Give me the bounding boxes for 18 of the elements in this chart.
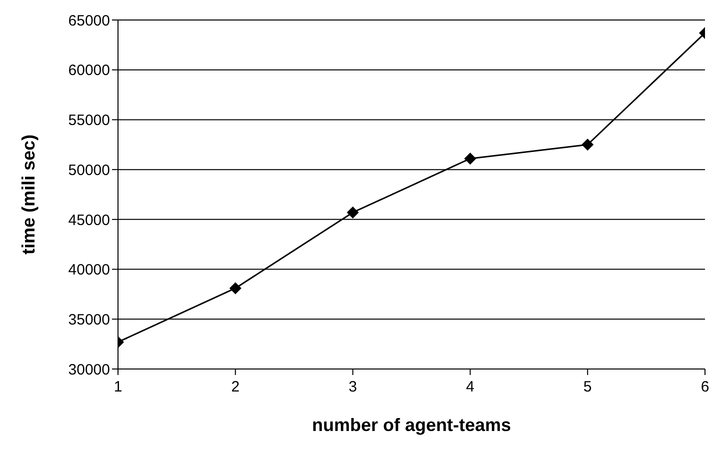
x-tick-label: 3 [348,378,357,396]
x-tick-label: 1 [114,378,122,396]
point [464,152,476,165]
x-tick-label: 6 [700,378,710,396]
x-tick-label: 4 [466,378,474,396]
y-tick-label: 60000 [68,62,110,80]
y-tick-label: 40000 [68,262,110,279]
y-tick-label: 35000 [68,311,110,328]
y-tick-label: 65000 [68,12,110,30]
y-axis-title: time (mili sec) [18,134,38,255]
y-tick-label: 45000 [68,212,110,229]
point [346,206,359,218]
x-tick-label: 5 [583,378,592,396]
y-tick-label: 55000 [68,112,110,130]
y-tick-label: 30000 [68,361,110,378]
x-tick-label: 2 [231,378,240,396]
y-tick-label: 50000 [68,162,110,179]
x-axis-title: number of agent-teams [312,415,512,435]
